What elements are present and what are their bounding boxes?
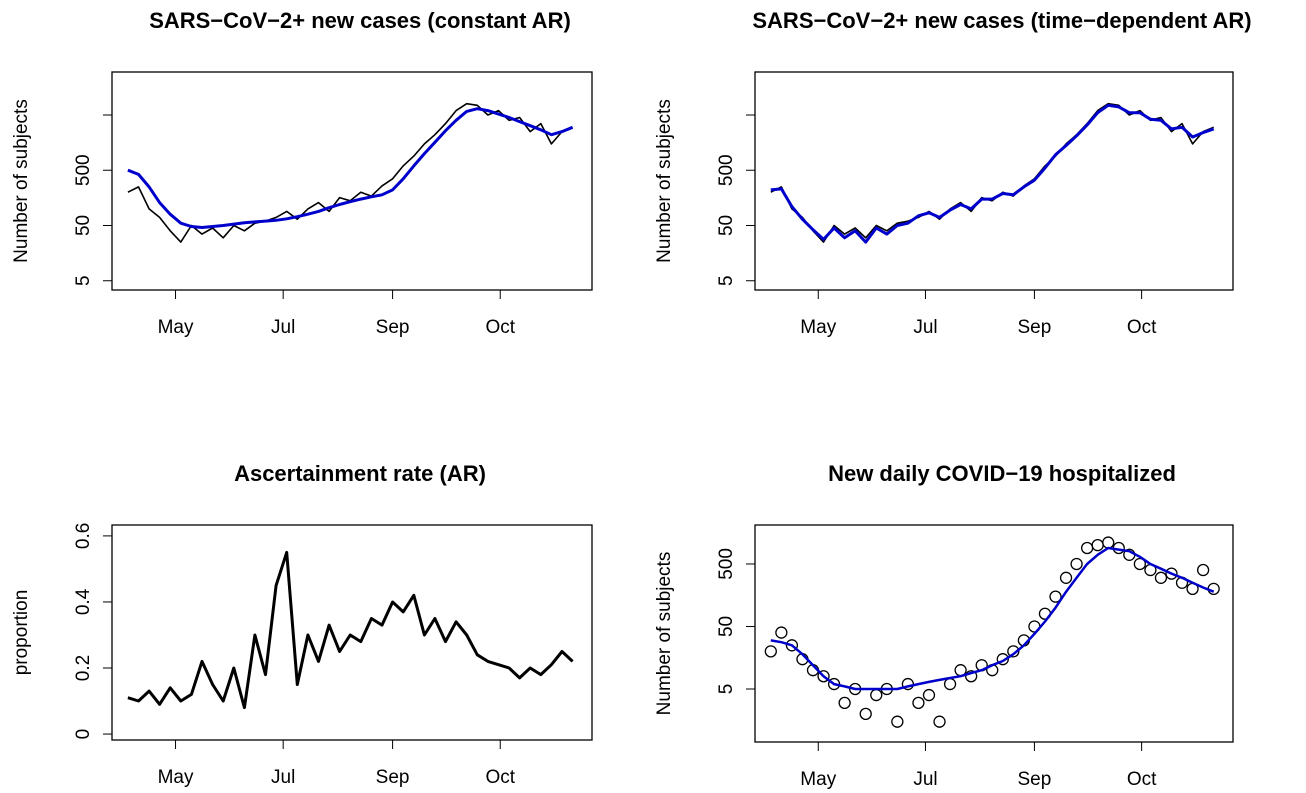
- y-tick-label: 5: [716, 684, 737, 695]
- x-tick-label: Oct: [485, 317, 515, 338]
- series-line: [770, 102, 1215, 243]
- chart-title: SARS−CoV−2+ new cases (constant AR): [149, 8, 571, 33]
- x-tick-label: Oct: [1127, 769, 1157, 790]
- chart-title: New daily COVID−19 hospitalized: [828, 461, 1176, 486]
- series-line: [127, 102, 573, 243]
- series-line: [127, 107, 574, 229]
- data-point: [838, 696, 851, 710]
- y-tick-label: 0.2: [73, 655, 94, 681]
- y-axis-label: Number of subjects: [654, 99, 675, 263]
- data-point: [1049, 590, 1062, 603]
- data-point: [996, 653, 1009, 666]
- data-point: [775, 626, 788, 639]
- series-line: [770, 103, 1215, 244]
- x-tick-label: Jul: [913, 769, 937, 790]
- data-point: [965, 670, 978, 683]
- series-line: [127, 550, 574, 710]
- data-point: [1196, 563, 1210, 577]
- x-tick-label: Jul: [271, 767, 295, 788]
- y-tick-label: 50: [73, 215, 94, 236]
- data-point: [943, 677, 957, 691]
- data-point: [817, 670, 830, 683]
- data-point: [764, 645, 777, 658]
- x-tick-label: Sep: [1018, 317, 1052, 338]
- plot-frame: [111, 71, 593, 291]
- x-tick-label: Sep: [376, 317, 410, 338]
- data-point: [1154, 571, 1168, 584]
- data-point: [1007, 645, 1020, 658]
- x-tick-label: Oct: [1127, 317, 1157, 338]
- data-point: [870, 688, 883, 702]
- y-axis-label: Number of subjects: [11, 99, 32, 263]
- data-point: [1102, 536, 1115, 549]
- y-axis-label: Number of subjects: [654, 552, 675, 716]
- y-tick-label: 0: [73, 729, 94, 740]
- data-point: [912, 696, 925, 710]
- data-point: [1133, 557, 1147, 571]
- x-tick-label: Sep: [1018, 769, 1052, 790]
- y-tick-label: 500: [73, 154, 94, 186]
- data-point: [1059, 571, 1073, 584]
- x-tick-label: Sep: [376, 767, 410, 788]
- plot-frame: [754, 71, 1234, 291]
- data-point: [1165, 567, 1178, 580]
- x-tick-label: May: [800, 317, 836, 338]
- chart-title: Ascertainment rate (AR): [234, 461, 486, 486]
- y-tick-label: 5: [73, 275, 94, 286]
- data-point: [1070, 557, 1083, 571]
- x-tick-label: Jul: [913, 317, 937, 338]
- y-axis-label: proportion: [11, 590, 32, 676]
- series-line: [770, 546, 1215, 691]
- data-point: [785, 639, 799, 652]
- y-tick-label: 0.4: [73, 588, 94, 615]
- x-tick-label: Jul: [271, 317, 295, 338]
- y-tick-label: 5: [716, 275, 737, 286]
- x-tick-label: May: [158, 767, 194, 788]
- y-tick-label: 50: [716, 215, 737, 236]
- data-point: [1091, 538, 1104, 552]
- data-point: [922, 688, 936, 702]
- chart-title: SARS−CoV−2+ new cases (time−dependent AR…: [752, 8, 1251, 33]
- x-tick-label: Oct: [485, 767, 515, 788]
- x-tick-label: May: [158, 317, 194, 338]
- plot-frame: [754, 524, 1234, 743]
- x-tick-label: May: [800, 769, 836, 790]
- data-point: [891, 715, 904, 728]
- y-tick-label: 500: [716, 548, 737, 580]
- data-point: [933, 715, 946, 728]
- data-point: [1080, 541, 1094, 555]
- plot-frame: [111, 524, 593, 741]
- data-point: [859, 707, 872, 721]
- y-tick-label: 500: [716, 154, 737, 186]
- y-tick-label: 50: [716, 616, 737, 637]
- y-tick-label: 0.6: [73, 523, 94, 549]
